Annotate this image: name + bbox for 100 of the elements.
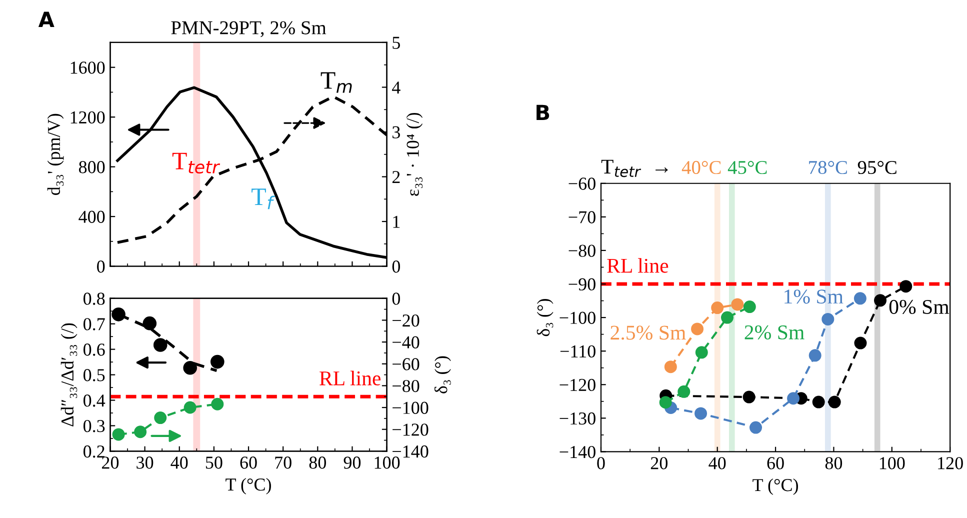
- annotation: T$_{tetr}$: [172, 152, 220, 174]
- point: [112, 428, 125, 441]
- point: [854, 336, 867, 350]
- x-tick-label: 100: [374, 456, 400, 469]
- point: [211, 398, 224, 410]
- point: [153, 338, 168, 352]
- y2-tick-label: −140: [392, 445, 428, 458]
- ref-line-label: RL line: [607, 258, 668, 273]
- y2-tick-label: 0: [392, 292, 400, 305]
- y2-tick-label: 3: [392, 126, 400, 138]
- y-axis-title: d₃₃' (pm/V): [47, 114, 64, 195]
- y-tick-label: 0.3: [83, 420, 105, 432]
- point: [854, 292, 866, 305]
- y-tick-label: 0.8: [83, 292, 105, 305]
- point: [750, 421, 762, 434]
- chart-title: PMN-29PT, 2% Sm: [171, 21, 326, 38]
- band-label: 78°C: [809, 160, 847, 174]
- band-label: 95°C: [858, 160, 896, 174]
- x-axis-title: T (°C): [226, 478, 271, 494]
- x-tick-label: 30: [136, 456, 154, 469]
- x-tick-label: 100: [880, 457, 905, 470]
- y-tick-label: −80: [568, 244, 596, 257]
- x-tick-label: 0: [597, 457, 605, 470]
- point: [695, 346, 708, 359]
- x-tick-label: 20: [650, 457, 668, 470]
- annotation: T$_{m}$: [320, 72, 352, 93]
- x-tick-label: 40: [170, 456, 188, 469]
- band-label: 40°C: [682, 160, 721, 174]
- point: [874, 294, 887, 307]
- x-tick-label: 70: [275, 456, 292, 469]
- x-tick-label: 20: [102, 456, 119, 469]
- point: [900, 280, 912, 293]
- y2-tick-label: 1: [393, 216, 400, 228]
- point: [694, 407, 708, 420]
- y2-tick-label: 0: [392, 260, 400, 273]
- point: [720, 311, 734, 324]
- point: [142, 316, 157, 330]
- y-tick-label: 0.7: [83, 318, 105, 330]
- band-label: 45°C: [728, 160, 767, 174]
- y2-tick-label: −60: [392, 358, 420, 370]
- y-tick-label: −90: [568, 278, 596, 290]
- y2-tick-label: 2: [392, 171, 400, 184]
- y2-tick-label: −120: [392, 424, 428, 436]
- y-tick-label: 800: [78, 161, 105, 174]
- point: [743, 300, 756, 314]
- series-label: 0% Sm: [889, 300, 950, 314]
- y-tick-label: −110: [560, 345, 596, 358]
- y-tick-label: 1200: [70, 111, 105, 124]
- x-tick-label: 90: [344, 456, 361, 469]
- series-label: 2.5% Sm: [610, 326, 686, 340]
- point: [828, 396, 841, 408]
- y2-axis-title: δ₃ (°): [434, 356, 451, 394]
- y-axis-title: Δd″₃₃/Δd′₃₃ (/): [60, 323, 78, 426]
- x-tick-label: 50: [206, 456, 222, 469]
- x-tick-label: 60: [240, 456, 257, 469]
- y-tick-label: 0.4: [83, 394, 106, 407]
- y-tick-label: −100: [560, 312, 596, 324]
- y2-tick-label: 5: [392, 36, 400, 49]
- point: [808, 349, 822, 362]
- y-tick-label: 1600: [70, 62, 105, 74]
- y-tick-label: −60: [568, 178, 596, 190]
- text: A: [38, 12, 54, 27]
- y-tick-label: −120: [560, 378, 596, 392]
- point: [742, 390, 756, 404]
- y2-tick-label: −40: [392, 336, 420, 348]
- annotation: T$_{f}$: [252, 188, 275, 210]
- x-axis-title: T (°C): [752, 478, 798, 495]
- point: [822, 312, 834, 326]
- series-label: 1% Sm: [784, 290, 844, 304]
- point: [731, 298, 744, 311]
- text: T$_{tetr}$ →: [601, 160, 668, 178]
- x-tick-label: 80: [309, 456, 326, 469]
- y2-tick-label: −80: [392, 380, 420, 392]
- series-label: 2% Sm: [744, 325, 804, 340]
- point: [210, 354, 224, 369]
- point: [678, 385, 690, 398]
- x-tick-label: 40: [708, 457, 726, 470]
- point: [134, 426, 147, 438]
- x-tick-label: 60: [767, 457, 784, 470]
- y-tick-label: 400: [78, 210, 105, 223]
- ref-line-label: RL line: [320, 370, 381, 386]
- point: [691, 322, 704, 336]
- y2-axis-title: ε₃₃' · 10⁴ (/): [406, 112, 423, 196]
- y2-tick-label: −100: [392, 402, 428, 414]
- x-tick-label: 80: [825, 457, 842, 470]
- y2-tick-label: 4: [392, 82, 400, 94]
- point: [711, 302, 724, 314]
- x-tick-label: 120: [938, 457, 963, 470]
- point: [787, 392, 800, 405]
- point: [184, 401, 196, 414]
- y-tick-label: −140: [560, 446, 596, 458]
- y-tick-label: 0.2: [83, 445, 104, 458]
- y-tick-label: 0: [97, 260, 105, 273]
- y-tick-label: 0.6: [83, 344, 105, 356]
- point: [183, 360, 197, 375]
- y-tick-label: −130: [560, 412, 596, 425]
- point: [154, 412, 167, 424]
- y-axis-title: δ₃ (°): [536, 299, 554, 336]
- y2-tick-label: −20: [392, 314, 420, 327]
- text: B: [536, 104, 550, 120]
